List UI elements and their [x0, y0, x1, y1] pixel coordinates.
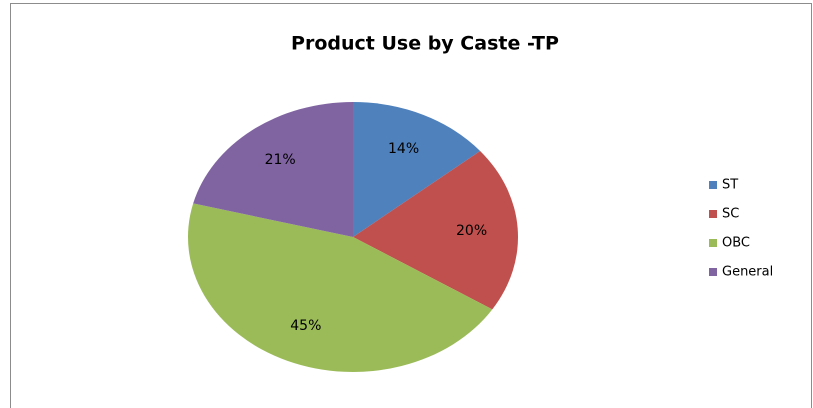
pie-slice — [193, 102, 353, 237]
data-label: 21% — [265, 152, 296, 168]
pie-slice — [353, 150, 518, 310]
chart-title: Product Use by Caste -TP — [291, 33, 559, 55]
legend-label: OBC — [722, 236, 750, 251]
legend-swatch — [709, 268, 717, 276]
legend-label: SC — [722, 207, 739, 222]
legend-swatch — [709, 181, 717, 189]
legend-swatch — [709, 239, 717, 247]
legend-swatch — [709, 210, 717, 218]
legend-label: ST — [722, 178, 738, 193]
pie-slice — [353, 102, 481, 237]
legend-label: General — [722, 265, 773, 280]
data-label: 45% — [290, 318, 321, 334]
data-label: 14% — [388, 141, 419, 157]
pie-slice — [188, 203, 493, 372]
data-label: 20% — [456, 223, 487, 239]
